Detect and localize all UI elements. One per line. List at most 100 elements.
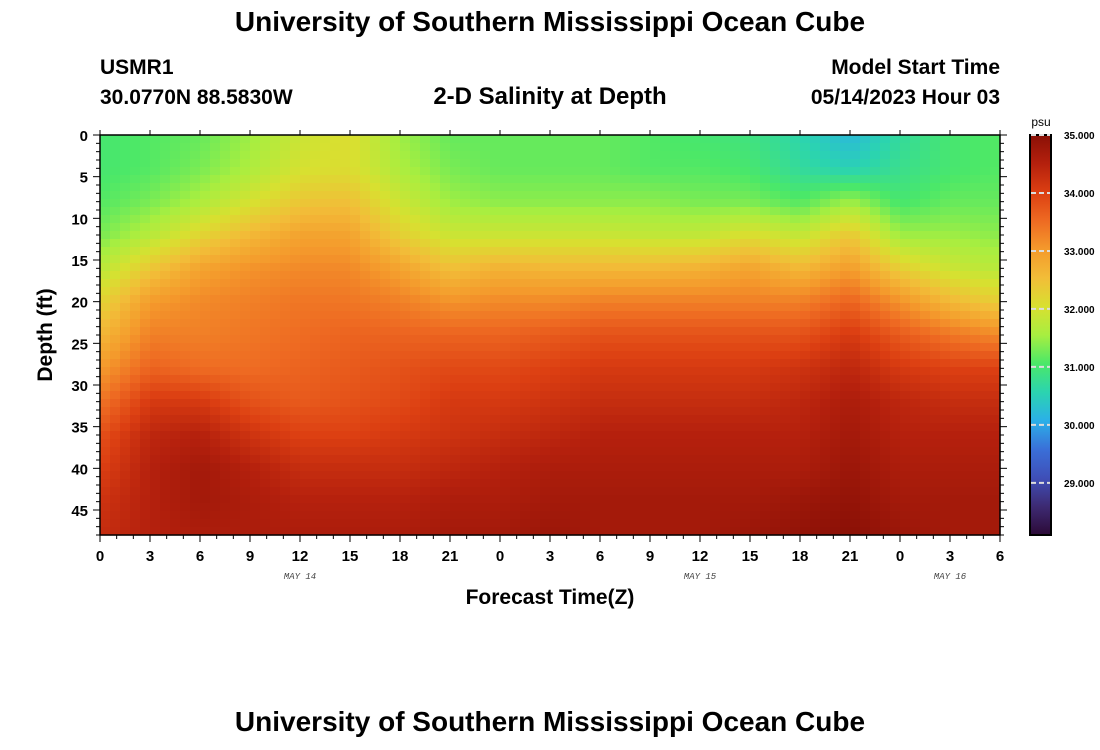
heatmap-cell [990, 423, 1001, 432]
heatmap-cell [160, 303, 171, 312]
heatmap-cell [490, 263, 501, 272]
heatmap-cell [990, 455, 1001, 464]
heatmap-cell [180, 335, 191, 344]
heatmap-cell [220, 439, 231, 448]
heatmap-cell [860, 287, 871, 296]
heatmap-cell [800, 327, 811, 336]
heatmap-cell [570, 295, 581, 304]
heatmap-cell [900, 247, 911, 256]
heatmap-cell [720, 279, 731, 288]
heatmap-cell [220, 495, 231, 504]
heatmap-cell [420, 487, 431, 496]
heatmap-cell [630, 359, 641, 368]
heatmap-cell [760, 215, 771, 224]
heatmap-cell [700, 295, 711, 304]
heatmap-cell [160, 447, 171, 456]
heatmap-cell [480, 279, 491, 288]
heatmap-cell [550, 175, 561, 184]
heatmap-cell [120, 319, 131, 328]
heatmap-cell [830, 263, 841, 272]
heatmap-cell [520, 239, 531, 248]
heatmap-cell [410, 391, 421, 400]
heatmap-cell [530, 407, 541, 416]
heatmap-cell [620, 215, 631, 224]
heatmap-cell [600, 463, 611, 472]
heatmap-cell [540, 375, 551, 384]
heatmap-cell [510, 215, 521, 224]
heatmap-cell [780, 383, 791, 392]
heatmap-cell [230, 183, 241, 192]
heatmap-cell [780, 167, 791, 176]
heatmap-cell [460, 207, 471, 216]
heatmap-cell [890, 183, 901, 192]
heatmap-cell [670, 351, 681, 360]
heatmap-cell [920, 367, 931, 376]
heatmap-cell [380, 495, 391, 504]
heatmap-cell [760, 199, 771, 208]
heatmap-cell [240, 351, 251, 360]
heatmap-cell [550, 471, 561, 480]
heatmap-cell [280, 527, 291, 536]
heatmap-cell [390, 327, 401, 336]
heatmap-cell [900, 223, 911, 232]
heatmap-cell [300, 471, 311, 480]
heatmap-cell [640, 383, 651, 392]
heatmap-cell [570, 279, 581, 288]
heatmap-cell [740, 335, 751, 344]
heatmap-cell [570, 303, 581, 312]
heatmap-cell [470, 271, 481, 280]
heatmap-cell [450, 487, 461, 496]
heatmap-cell [390, 319, 401, 328]
heatmap-cell [410, 167, 421, 176]
heatmap-cell [520, 447, 531, 456]
heatmap-cell [930, 247, 941, 256]
heatmap-cell [870, 455, 881, 464]
heatmap-cell [160, 159, 171, 168]
heatmap-cell [680, 255, 691, 264]
heatmap-cell [180, 295, 191, 304]
heatmap-cell [580, 415, 591, 424]
heatmap-cell [810, 247, 821, 256]
heatmap-cell [550, 447, 561, 456]
heatmap-cell [450, 207, 461, 216]
heatmap-cell [230, 175, 241, 184]
heatmap-cell [890, 143, 901, 152]
heatmap-cell [980, 327, 991, 336]
y-tick-label: 15 [71, 253, 88, 270]
heatmap-cell [300, 359, 311, 368]
heatmap-cell [530, 279, 541, 288]
heatmap-cell [870, 143, 881, 152]
heatmap-cell [400, 303, 411, 312]
heatmap-cell [450, 407, 461, 416]
heatmap-cell [790, 287, 801, 296]
heatmap-cell [220, 287, 231, 296]
heatmap-cell [960, 423, 971, 432]
heatmap-cell [450, 415, 461, 424]
heatmap-cell [720, 271, 731, 280]
heatmap-cell [290, 327, 301, 336]
heatmap-cell [570, 143, 581, 152]
heatmap-cell [700, 447, 711, 456]
heatmap-cell [770, 287, 781, 296]
heatmap-cell [820, 487, 831, 496]
heatmap-cell [640, 359, 651, 368]
heatmap-cell [480, 183, 491, 192]
heatmap-cell [150, 319, 161, 328]
heatmap-cell [880, 207, 891, 216]
heatmap-cell [680, 343, 691, 352]
heatmap-cell [650, 303, 661, 312]
heatmap-cell [850, 471, 861, 480]
heatmap-cell [420, 519, 431, 528]
heatmap-cell [440, 207, 451, 216]
heatmap-cell [950, 287, 961, 296]
heatmap-cell [300, 271, 311, 280]
heatmap-cell [690, 159, 701, 168]
heatmap-cell [390, 167, 401, 176]
heatmap-cell [120, 519, 131, 528]
heatmap-cell [500, 255, 511, 264]
heatmap-cell [200, 183, 211, 192]
heatmap-cell [500, 135, 511, 144]
heatmap-cell [370, 391, 381, 400]
heatmap-cell [660, 175, 671, 184]
